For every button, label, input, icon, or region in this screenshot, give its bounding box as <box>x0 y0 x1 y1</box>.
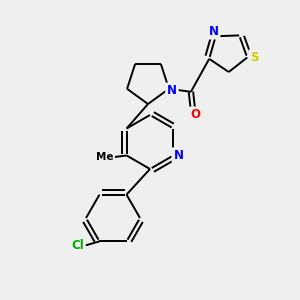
Text: O: O <box>190 108 200 121</box>
Text: S: S <box>250 51 259 64</box>
Text: Me: Me <box>96 152 113 163</box>
Text: Cl: Cl <box>71 239 84 252</box>
Text: N: N <box>173 149 183 162</box>
Text: N: N <box>167 84 177 97</box>
Text: N: N <box>209 25 219 38</box>
